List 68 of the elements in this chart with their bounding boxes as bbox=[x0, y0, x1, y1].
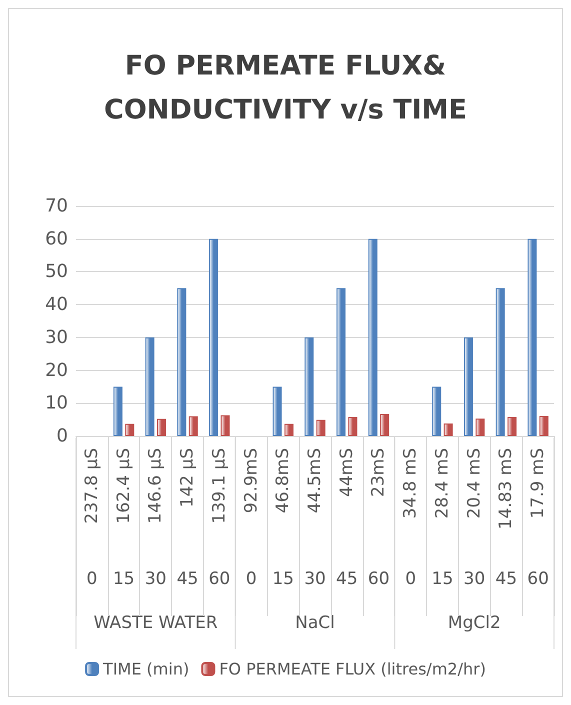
x-tick-label: 17.9 mS bbox=[528, 448, 548, 519]
bar bbox=[157, 418, 166, 436]
text: 60 bbox=[208, 569, 230, 589]
bar bbox=[336, 288, 346, 436]
text: 30 bbox=[144, 569, 166, 589]
text: MgCl2 bbox=[448, 613, 501, 633]
x-tick-label: 46.8mS bbox=[273, 448, 294, 514]
bar bbox=[496, 288, 505, 436]
text: 15 bbox=[432, 569, 454, 589]
text: 0 bbox=[246, 569, 257, 589]
bar bbox=[113, 386, 122, 436]
bar bbox=[316, 420, 326, 436]
x-tick-label: 92.9mS bbox=[241, 448, 262, 514]
legend-label: FO PERMEATE FLUX (litres/m2/hr) bbox=[219, 660, 486, 678]
y-tick-label: 0 bbox=[56, 426, 68, 446]
x-tick-label: 28.4 mS bbox=[432, 448, 452, 519]
bar bbox=[188, 416, 198, 436]
text: NaCl bbox=[295, 613, 335, 633]
bar bbox=[272, 386, 282, 436]
text: WASTE WATER bbox=[94, 613, 218, 633]
y-tick-label: 30 bbox=[45, 326, 68, 348]
text: 0 bbox=[86, 569, 98, 589]
x-tick-label: 139.1 µS bbox=[209, 448, 230, 524]
bar bbox=[380, 414, 390, 436]
text: 45 bbox=[176, 569, 198, 589]
bar bbox=[444, 424, 453, 436]
y-tick-label: 20 bbox=[45, 360, 68, 381]
bar bbox=[539, 416, 548, 436]
chart-title: FO PERMEATE FLUX&CONDUCTIVITY v/s TIME bbox=[104, 50, 467, 126]
bar bbox=[432, 386, 442, 436]
bar bbox=[145, 337, 154, 436]
x-tick-label: 142 µS bbox=[178, 448, 198, 508]
x-tick-label: 34.8 mS bbox=[400, 448, 421, 519]
bar bbox=[125, 424, 134, 436]
bar bbox=[177, 288, 186, 436]
text: 45 bbox=[495, 569, 518, 589]
text: 15 bbox=[112, 569, 135, 589]
text: 45 bbox=[336, 569, 358, 589]
bar bbox=[304, 337, 314, 436]
y-tick-label: 50 bbox=[45, 261, 68, 282]
text: 0 bbox=[405, 569, 416, 589]
y-tick-label: 60 bbox=[45, 228, 68, 250]
text: 30 bbox=[304, 569, 326, 589]
text: 60 bbox=[368, 569, 390, 589]
bar bbox=[528, 238, 537, 436]
legend-label: TIME (min) bbox=[102, 660, 190, 678]
x-tick-label: 146.6 µS bbox=[146, 448, 166, 524]
bar bbox=[209, 238, 218, 436]
x-tick-label: 44.5mS bbox=[305, 448, 325, 514]
x-tick-label: 23mS bbox=[368, 448, 389, 497]
bar bbox=[284, 424, 294, 436]
bar bbox=[348, 416, 358, 436]
x-tick-label: 162.4 µS bbox=[114, 448, 134, 524]
bar bbox=[220, 415, 230, 436]
bar bbox=[368, 238, 378, 436]
x-tick-label: 44mS bbox=[336, 448, 357, 497]
bar bbox=[476, 418, 485, 436]
y-tick-label: 40 bbox=[45, 294, 68, 316]
y-tick-label: 70 bbox=[45, 196, 68, 216]
bar bbox=[508, 416, 517, 436]
x-tick-label: 14.83 mS bbox=[496, 448, 516, 530]
x-tick-label: 20.4 mS bbox=[464, 448, 484, 519]
text: 30 bbox=[464, 569, 486, 589]
y-tick-label: 10 bbox=[45, 392, 68, 414]
text: 15 bbox=[272, 569, 294, 589]
x-tick-label: 237.8 µS bbox=[82, 448, 102, 524]
text: 60 bbox=[527, 569, 549, 589]
bar bbox=[464, 337, 473, 436]
